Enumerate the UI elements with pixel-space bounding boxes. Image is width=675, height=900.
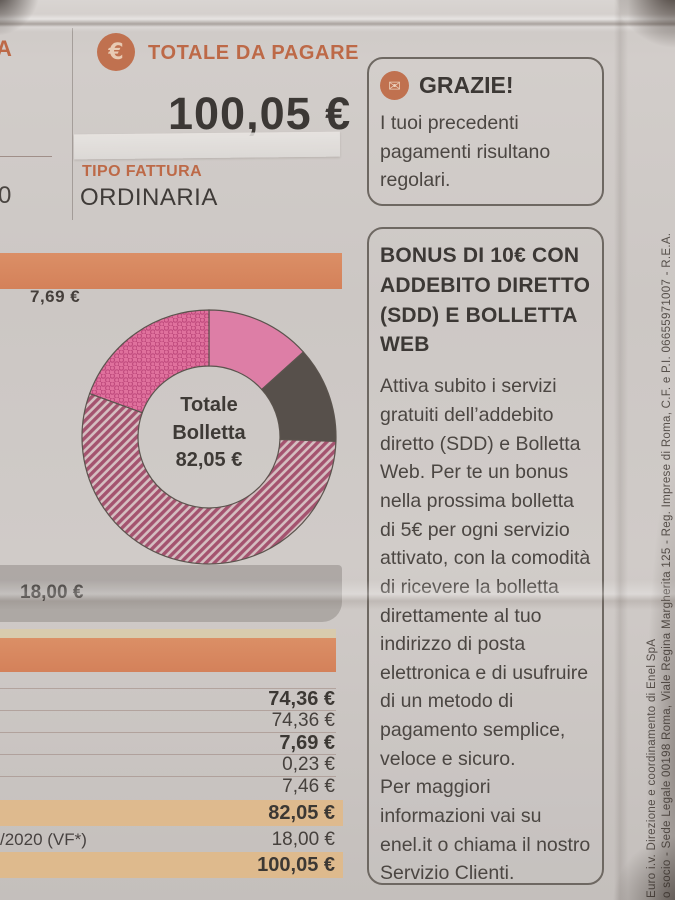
tipo-fattura-value: ORDINARIA [80,184,218,211]
table-row-value: 82,05 € [268,801,335,824]
bonus-box: BONUS DI 10€ CON ADDEBITO DIRETTO (SDD) … [367,227,604,885]
table-row-label: /2020 (VF*) [0,830,87,849]
tipo-fattura-label: TIPO FATTURA [82,163,203,180]
margin-fineprint-inner: Euro i.v. Direzione e coordinamento di E… [646,638,658,898]
donut-slice-honeycomb-pink [88,309,210,414]
table-divider-line [0,776,336,777]
euro-glyph: € [108,39,124,65]
table-row: 74,36 € [0,710,343,732]
table-row-value: 18,00 € [271,829,335,850]
grazie-title: GRAZIE! [419,72,514,98]
table-row-value: 74,36 € [271,710,335,731]
cut-off-number: 0 [0,182,12,209]
donut-chart [74,302,344,572]
tape-strip [73,131,341,160]
bonus-body-1: Attiva subito i servizi gratuiti dell’ad… [380,375,591,770]
euro-icon: € [97,33,135,71]
donut-center-label: Totale Bolletta 82,05 € [134,392,284,475]
table-row-value: 74,36 € [268,687,335,710]
chart-callout-value: 7,69 € [30,287,81,306]
cut-off-orange-letter: A [0,36,12,61]
table-row-value: 100,05 € [257,853,335,876]
grazie-body: I tuoi precedenti pagamenti risultano re… [380,112,551,192]
donut-center-value: 82,05 € [175,449,243,472]
table-row-value: 7,46 € [282,776,335,797]
donut-center-line2: Bolletta [172,421,246,444]
table-divider-line [0,710,336,711]
table-row: 100,05 € [0,852,343,878]
table-divider-line [0,754,336,755]
table-row: 0,23 € [0,754,343,776]
envelope-icon: ✉ [380,71,409,100]
gray-bar-value: 18,00 € [20,582,84,603]
table-row: 74,36 € [0,688,343,710]
table-row: 7,69 € [0,732,343,754]
cream-strip [0,629,336,639]
margin-fineprint-outer: o socio - Sede Legale 00198 Roma, Viale … [661,232,673,898]
column-divider-line [72,28,73,220]
table-divider-line [0,732,336,733]
totale-da-pagare-label: TOTALE DA PAGARE [148,42,360,64]
bonus-body-2: Per maggiori informazioni vai su enel.it… [380,776,591,885]
total-amount: 100,05 € [168,88,352,139]
table-row-value: 0,23 € [282,754,335,775]
cut-off-divider-line [0,156,52,157]
envelope-glyph: ✉ [388,76,401,95]
table-row: 82,05 € [0,800,343,826]
donut-slice-striped-rose [81,392,337,565]
table-row: /2020 (VF*) 18,00 € [0,828,343,852]
gray-bar: 18,00 € [0,565,342,622]
grazie-box: ✉ GRAZIE! I tuoi precedenti pagamenti ri… [367,57,604,206]
donut-center-line1: Totale [180,394,238,416]
table-divider-line [0,688,336,689]
table-row: 7,46 € [0,776,343,798]
section-bar-orange-bottom [0,638,336,672]
bonus-title: BONUS DI 10€ CON ADDEBITO DIRETTO (SDD) … [380,244,591,357]
section-bar-orange-top [0,253,342,289]
table-row-value: 7,69 € [279,731,335,754]
